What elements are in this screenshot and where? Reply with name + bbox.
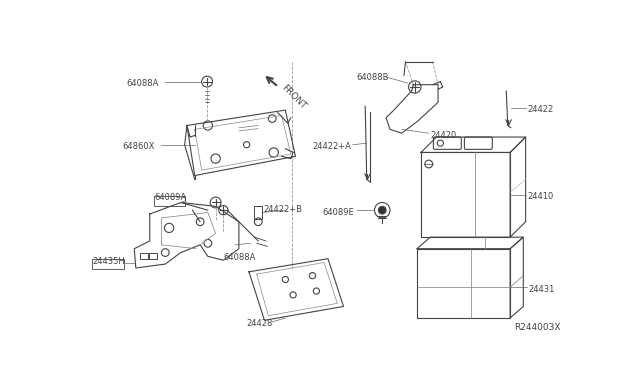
Text: 24422+A: 24422+A	[312, 142, 351, 151]
Bar	[149, 253, 157, 260]
Circle shape	[378, 206, 386, 214]
Bar	[254, 206, 262, 219]
Text: 64088B: 64088B	[356, 73, 388, 82]
Text: 24428: 24428	[246, 319, 273, 328]
Text: R244003X: R244003X	[514, 323, 561, 332]
Text: 24420: 24420	[430, 131, 456, 140]
Text: FRONT: FRONT	[280, 83, 308, 111]
Text: 64089E: 64089E	[323, 208, 355, 217]
Text: 24431: 24431	[529, 285, 555, 294]
Bar	[154, 196, 184, 206]
Bar	[92, 259, 124, 269]
Text: 64088A: 64088A	[223, 253, 256, 262]
Text: 64088A: 64088A	[127, 78, 159, 87]
Bar	[140, 253, 148, 260]
Text: 24435H: 24435H	[92, 257, 125, 266]
Text: 24422: 24422	[527, 106, 554, 115]
Text: 64089A: 64089A	[154, 193, 187, 202]
Text: 64860X: 64860X	[123, 142, 155, 151]
Text: 24410: 24410	[527, 192, 554, 202]
Text: 24422+B: 24422+B	[264, 205, 303, 214]
